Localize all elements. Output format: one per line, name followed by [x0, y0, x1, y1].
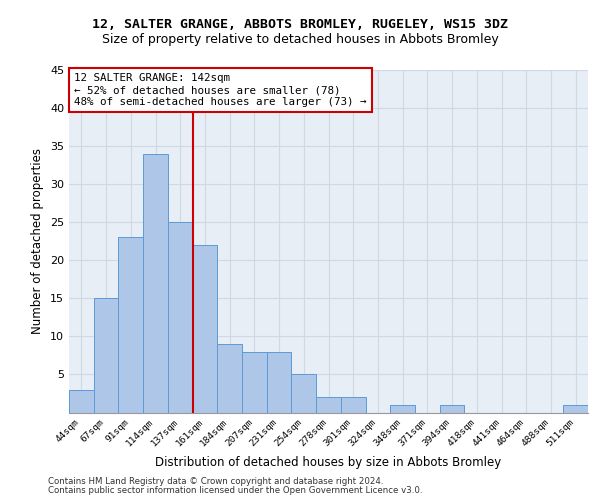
Text: Contains public sector information licensed under the Open Government Licence v3: Contains public sector information licen…: [48, 486, 422, 495]
Bar: [563, 405, 588, 412]
Bar: [193, 245, 217, 412]
Bar: [118, 238, 143, 412]
Bar: [440, 405, 464, 412]
Bar: [390, 405, 415, 412]
Bar: [143, 154, 168, 412]
Bar: [316, 398, 341, 412]
Bar: [217, 344, 242, 412]
Bar: [292, 374, 316, 412]
Bar: [69, 390, 94, 412]
X-axis label: Distribution of detached houses by size in Abbots Bromley: Distribution of detached houses by size …: [155, 456, 502, 469]
Y-axis label: Number of detached properties: Number of detached properties: [31, 148, 44, 334]
Text: Contains HM Land Registry data © Crown copyright and database right 2024.: Contains HM Land Registry data © Crown c…: [48, 477, 383, 486]
Text: 12, SALTER GRANGE, ABBOTS BROMLEY, RUGELEY, WS15 3DZ: 12, SALTER GRANGE, ABBOTS BROMLEY, RUGEL…: [92, 18, 508, 30]
Bar: [242, 352, 267, 412]
Text: Size of property relative to detached houses in Abbots Bromley: Size of property relative to detached ho…: [101, 32, 499, 46]
Bar: [341, 398, 365, 412]
Text: 12 SALTER GRANGE: 142sqm
← 52% of detached houses are smaller (78)
48% of semi-d: 12 SALTER GRANGE: 142sqm ← 52% of detach…: [74, 74, 367, 106]
Bar: [267, 352, 292, 412]
Bar: [168, 222, 193, 412]
Bar: [94, 298, 118, 412]
